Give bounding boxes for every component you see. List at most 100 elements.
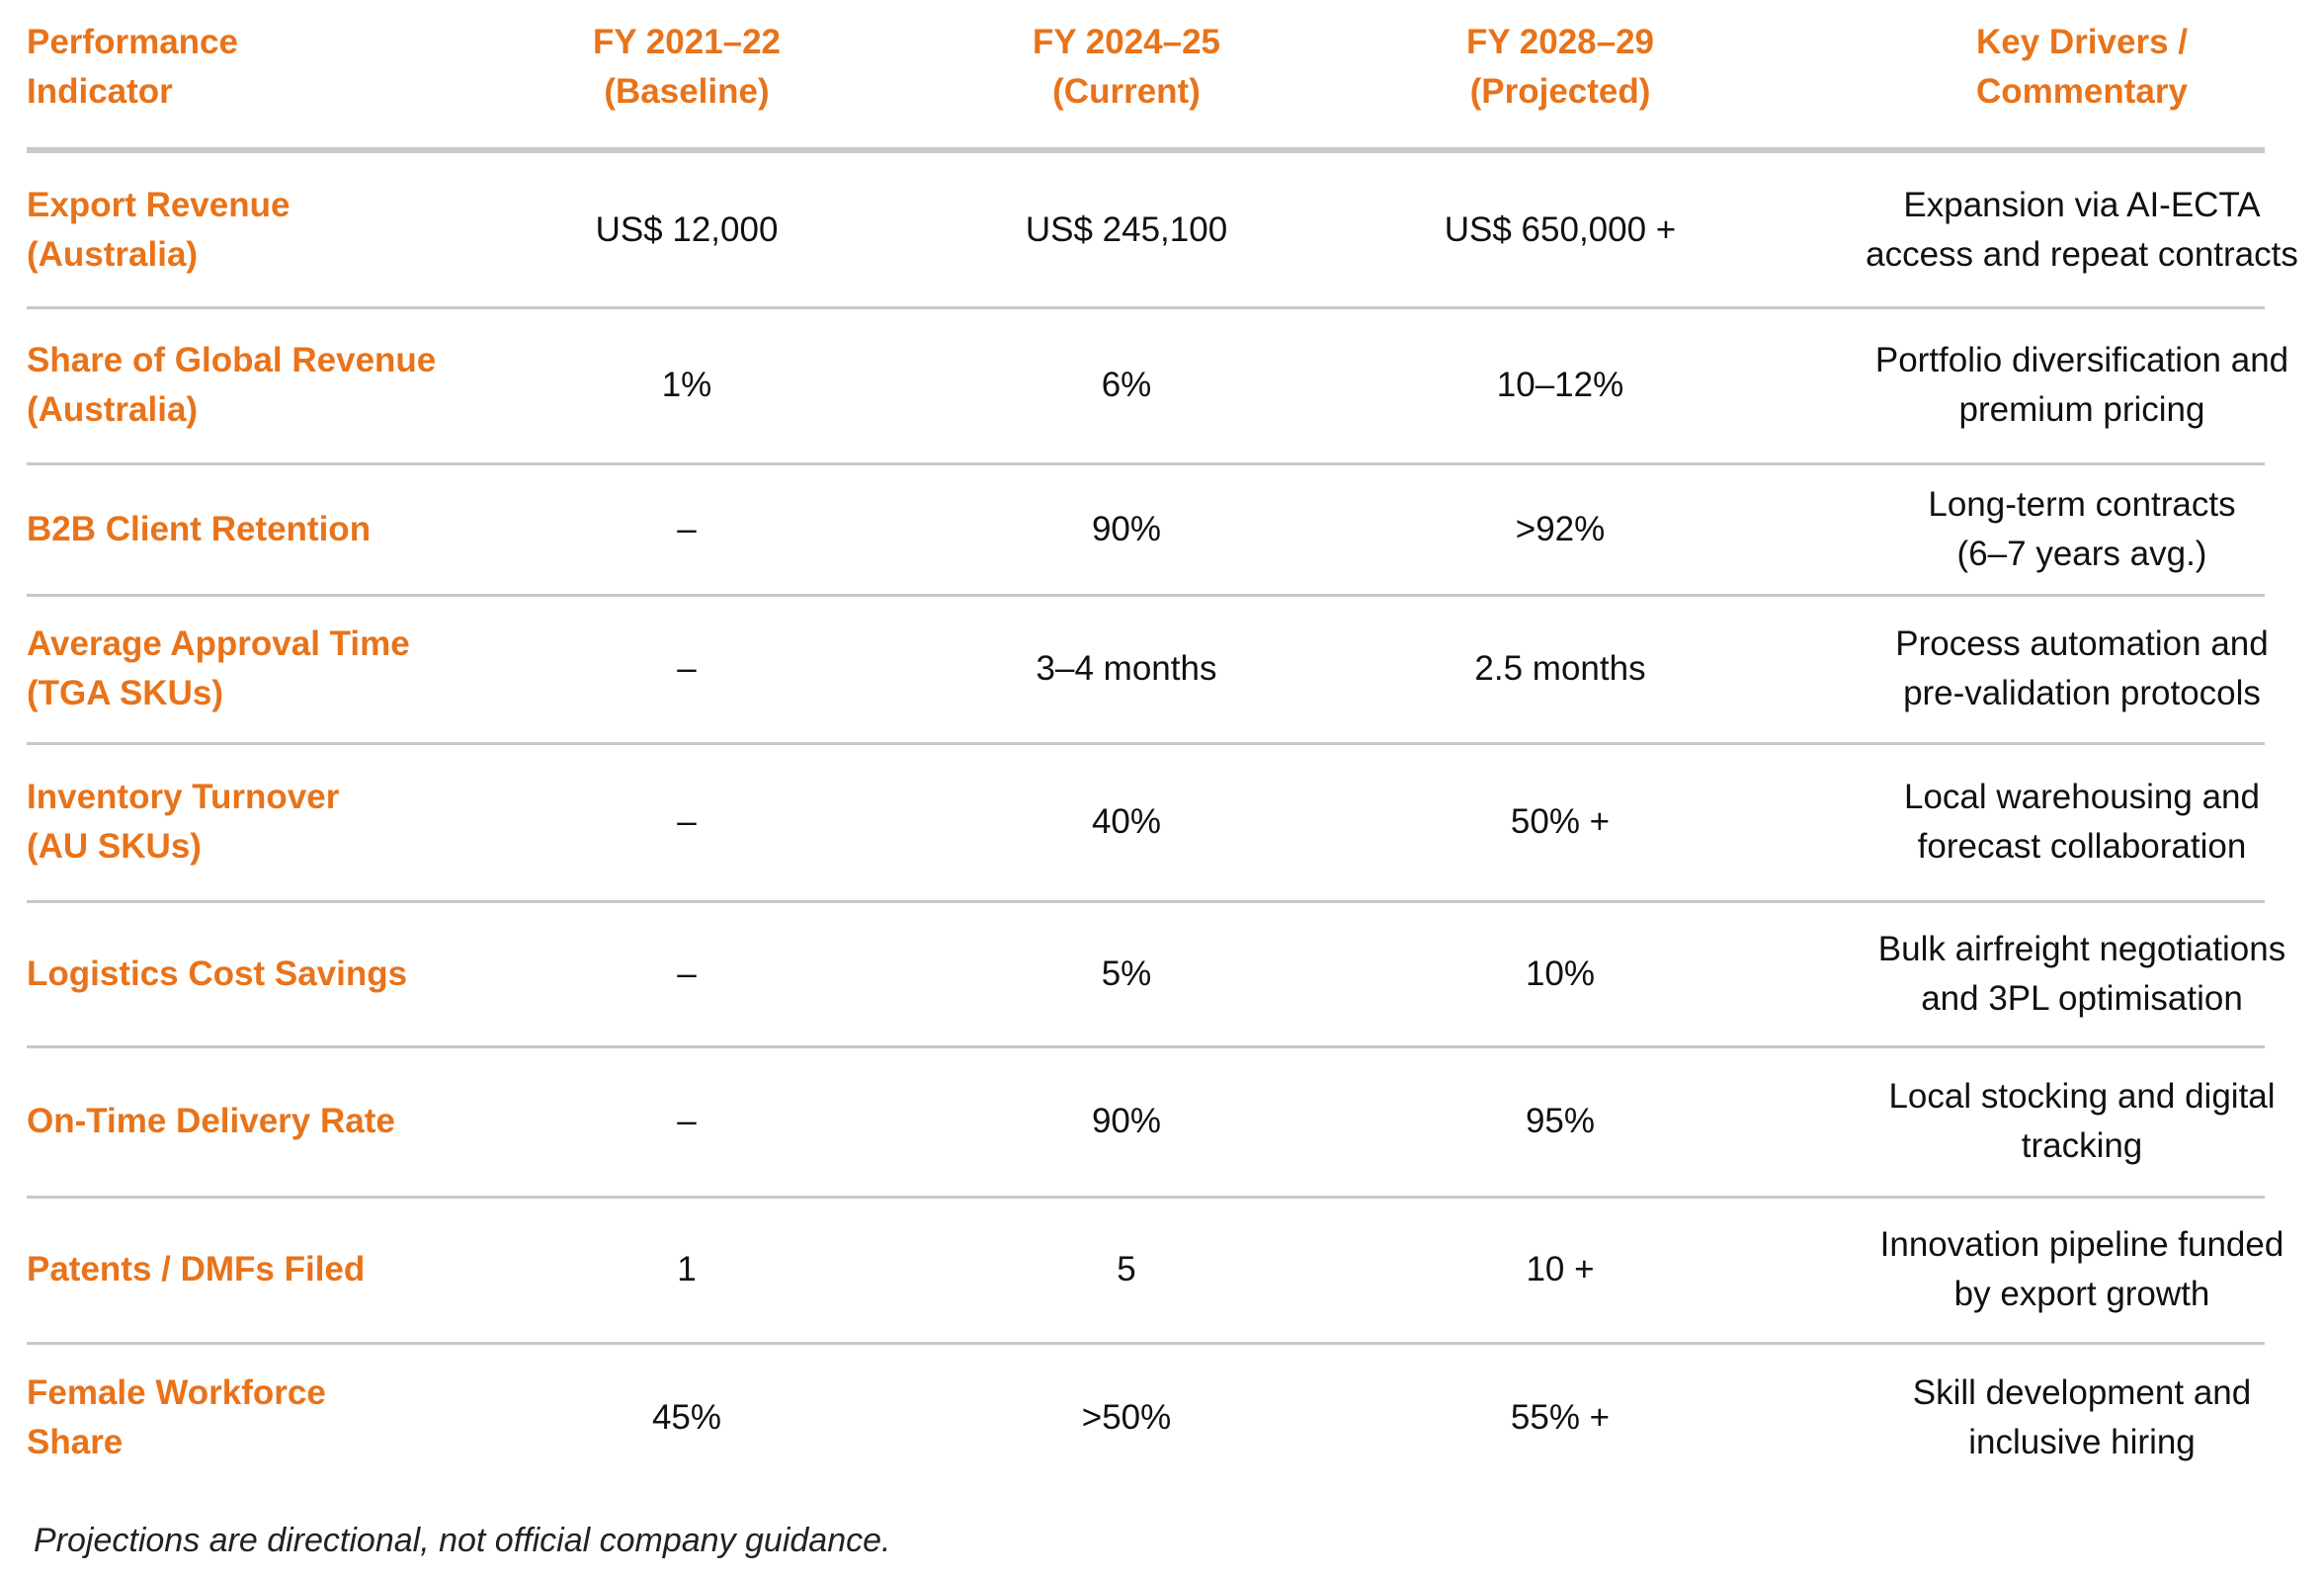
cell-line: Expansion via AI-ECTA — [1903, 185, 2261, 224]
cell-line: 1 — [677, 1250, 697, 1288]
data-cell: 55% + — [1234, 1343, 1886, 1492]
indicator-cell: Female Workforce Share — [27, 1343, 580, 1492]
cell-line: >92% — [1515, 509, 1606, 548]
data-cell: 90% — [800, 463, 1452, 595]
row-separator — [27, 461, 2265, 465]
cell-line: – — [677, 509, 697, 548]
cell-line: On-Time Delivery Rate — [27, 1102, 395, 1140]
cell-line: Process automation and — [1895, 624, 2269, 663]
cell-line: 10–12% — [1496, 366, 1624, 404]
cell-line: FY 2024–25 — [1032, 22, 1221, 61]
cell-line: 2.5 months — [1474, 649, 1646, 688]
cell-line: Export Revenue — [27, 185, 290, 224]
data-cell: 90% — [800, 1046, 1452, 1197]
cell-line: pre-validation protocols — [1903, 674, 2261, 712]
cell-line: Local warehousing and — [1904, 778, 2260, 816]
data-cell: Local stocking and digital tracking — [1756, 1046, 2324, 1197]
cell-line: 50% + — [1510, 802, 1611, 841]
data-cell: 2.5 months — [1234, 595, 1886, 743]
cell-line: 6% — [1101, 366, 1152, 404]
cell-line: US$ 12,000 — [595, 209, 779, 249]
cell-line: FY 2021–22 — [592, 22, 782, 61]
cell-line: Innovation pipeline funded — [1879, 1225, 2284, 1264]
data-cell: US$ 245,100 — [800, 152, 1452, 307]
cell-line: Commentary — [1976, 71, 2188, 111]
cell-line: 10 + — [1526, 1250, 1595, 1288]
cell-line: Portfolio diversification and — [1874, 341, 2289, 379]
cell-line: and 3PL optimisation — [1921, 978, 2243, 1018]
cell-line: Share of Global Revenue — [27, 341, 437, 379]
cell-line: (Australia) — [27, 234, 199, 274]
data-cell: 1 — [361, 1197, 1013, 1343]
row-separator — [27, 899, 2265, 903]
data-cell: – — [361, 1046, 1013, 1197]
data-cell: >50% — [800, 1343, 1452, 1492]
cell-line: 90% — [1091, 1102, 1162, 1140]
cell-line: forecast collaboration — [1917, 827, 2247, 866]
cell-line: – — [677, 954, 697, 993]
cell-line: Performance — [27, 22, 238, 61]
row-separator — [27, 1044, 2265, 1048]
data-cell: Process automation and pre-validation pro… — [1756, 595, 2324, 743]
data-cell: 3–4 months — [800, 595, 1452, 743]
data-cell: 5% — [800, 901, 1452, 1046]
data-cell: – — [361, 463, 1013, 595]
cell-line: 3–4 months — [1036, 649, 1217, 688]
cell-line: (6–7 years avg.) — [1956, 534, 2207, 573]
data-cell: 10% — [1234, 901, 1886, 1046]
cell-line: Local stocking and digital — [1888, 1077, 2276, 1116]
cell-line: >50% — [1081, 1397, 1172, 1437]
cell-line: Average Approval Time — [27, 624, 410, 663]
data-cell: 10–12% — [1234, 307, 1886, 463]
cell-line: 40% — [1091, 802, 1162, 841]
header-cell: Key Drivers / Commentary — [1756, 10, 2324, 124]
row-separator — [27, 305, 2265, 309]
cell-line: US$ 650,000 + — [1444, 209, 1677, 249]
cell-line: Indicator — [27, 71, 173, 111]
data-cell: – — [361, 901, 1013, 1046]
data-cell: Bulk airfreight negotiations and 3PL opti… — [1756, 901, 2324, 1046]
cell-line: by export growth — [1953, 1275, 2210, 1313]
data-cell: Long-term contracts (6–7 years avg.) — [1756, 463, 2324, 595]
data-cell: 40% — [800, 743, 1452, 901]
header-cell: FY 2028–29 (Projected) — [1234, 10, 1886, 124]
cell-line: Key Drivers / — [1975, 22, 2189, 61]
cell-line: Logistics Cost Savings — [27, 954, 408, 993]
cell-line: 90% — [1091, 509, 1162, 548]
cell-line: premium pricing — [1958, 390, 2205, 429]
indicator-cell: Average Approval Time (TGA SKUs) — [27, 595, 580, 743]
cell-line: Female Workforce — [27, 1372, 326, 1412]
data-cell: 1% — [361, 307, 1013, 463]
cell-line: – — [677, 649, 697, 688]
indicator-cell: B2B Client Retention — [27, 463, 580, 595]
indicator-cell: On-Time Delivery Rate — [27, 1046, 580, 1197]
cell-line: (Current) — [1052, 71, 1201, 111]
data-cell: 6% — [800, 307, 1452, 463]
footnote: Projections are directional, not officia… — [34, 1522, 891, 1559]
cell-line: Long-term contracts — [1928, 484, 2236, 524]
data-cell: 5 — [800, 1197, 1452, 1343]
cell-line: – — [677, 1102, 697, 1140]
data-cell: Innovation pipeline funded by export grow… — [1756, 1197, 2324, 1343]
data-cell: Skill development and inclusive hiring — [1756, 1343, 2324, 1492]
cell-line: Skill development and — [1912, 1372, 2252, 1412]
row-separator — [27, 1195, 2265, 1199]
data-cell: US$ 12,000 — [361, 152, 1013, 307]
header-cell: FY 2021–22 (Baseline) — [361, 10, 1013, 124]
indicator-cell: Patents / DMFs Filed — [27, 1197, 580, 1343]
data-cell: 95% — [1234, 1046, 1886, 1197]
row-separator — [27, 741, 2265, 745]
cell-line: (Baseline) — [604, 71, 770, 111]
cell-line: (AU SKUs) — [27, 827, 202, 866]
cell-line: 95% — [1525, 1102, 1596, 1140]
cell-line: 5% — [1101, 954, 1152, 993]
cell-line: access and repeat contracts — [1866, 234, 2298, 274]
cell-line: Bulk airfreight negotiations — [1877, 929, 2286, 968]
cell-line: (TGA SKUs) — [27, 674, 223, 712]
cell-line: Inventory Turnover — [27, 778, 340, 816]
indicator-cell: Export Revenue (Australia) — [27, 152, 580, 307]
cell-line: FY 2028–29 — [1465, 22, 1655, 61]
header-rule — [27, 147, 2265, 153]
data-cell: Expansion via AI-ECTA access and repeat c… — [1756, 152, 2324, 307]
